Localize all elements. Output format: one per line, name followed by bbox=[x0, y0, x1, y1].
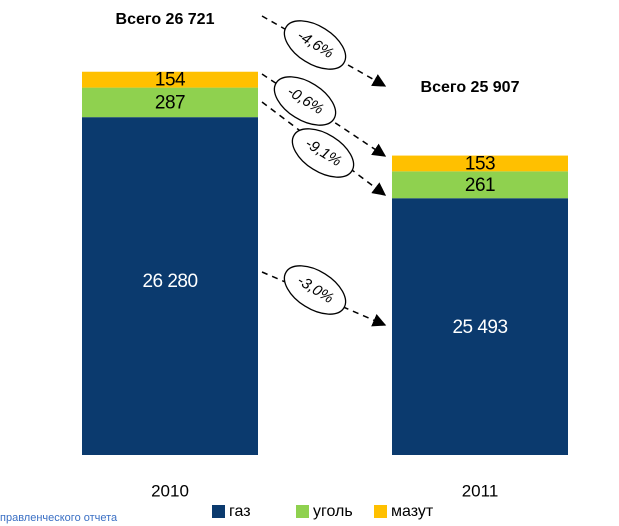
value-label: 287 bbox=[155, 92, 185, 113]
bar-segment bbox=[82, 87, 258, 118]
legend-swatch bbox=[296, 505, 309, 518]
source: правленческого отчета bbox=[0, 512, 118, 524]
total-label: Всего 26 721 bbox=[116, 11, 215, 28]
value-label: 154 bbox=[155, 70, 186, 91]
legend-label: мазут bbox=[391, 503, 434, 520]
value-label: 25 493 bbox=[452, 317, 507, 338]
legend-swatch bbox=[212, 505, 225, 518]
change-bubbles bbox=[273, 20, 355, 315]
value-label: 26 280 bbox=[142, 271, 197, 292]
bubble bbox=[283, 265, 347, 315]
x-tick-label: 2011 bbox=[462, 481, 499, 500]
bubble bbox=[273, 76, 337, 126]
value-label: 261 bbox=[465, 175, 495, 196]
legend-label: уголь bbox=[313, 503, 353, 520]
bubble bbox=[283, 20, 347, 70]
legend-swatch bbox=[374, 505, 387, 518]
bar-segment bbox=[392, 155, 568, 172]
legend-label: газ bbox=[229, 503, 251, 520]
bar-segment bbox=[82, 117, 258, 455]
bar-segment bbox=[392, 198, 568, 455]
x-tick-label: 2010 bbox=[151, 481, 189, 500]
bar-segment bbox=[82, 71, 258, 88]
bar-segment bbox=[392, 171, 568, 199]
bubble bbox=[291, 128, 355, 178]
value-label: 153 bbox=[465, 153, 495, 174]
total-label: Всего 25 907 bbox=[421, 79, 520, 96]
